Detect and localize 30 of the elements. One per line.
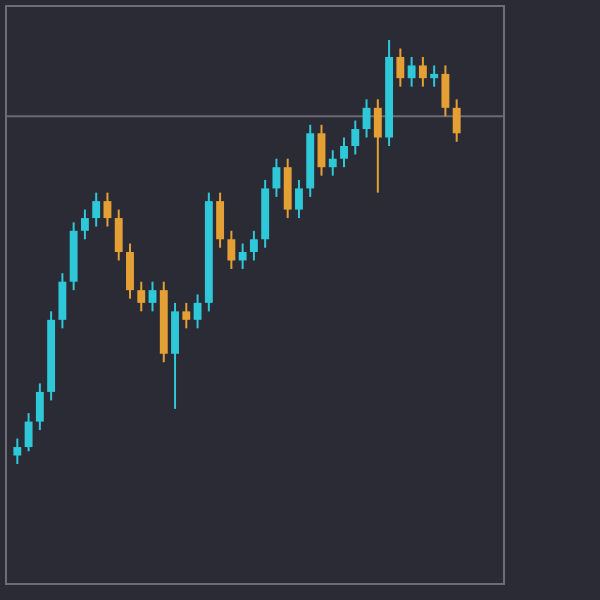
candlestick <box>249 229 258 262</box>
candlestick <box>407 55 416 88</box>
candlestick <box>13 437 22 465</box>
candlestick <box>373 98 382 194</box>
candlestick <box>351 119 360 156</box>
candlestick <box>35 382 44 432</box>
candlestick <box>92 191 101 228</box>
candlestick <box>238 242 247 270</box>
candlestick <box>58 272 67 330</box>
candlestick <box>114 208 123 262</box>
candlestick <box>171 301 179 410</box>
candlestick <box>227 229 236 270</box>
candlestick <box>80 208 89 241</box>
candlestick <box>430 64 439 88</box>
candlestick <box>283 157 292 220</box>
candlestick <box>441 64 450 118</box>
candlestick <box>24 412 33 453</box>
candlestick <box>272 157 281 198</box>
candlestick <box>295 178 303 220</box>
candlestick <box>216 191 225 249</box>
candlestick <box>328 149 337 177</box>
candlestick <box>452 98 461 143</box>
candlestick <box>418 55 427 88</box>
candlestick <box>182 301 191 330</box>
candlestick <box>126 242 134 300</box>
candlestick <box>193 293 202 330</box>
candlestick <box>137 280 146 313</box>
candlestick <box>148 280 157 313</box>
candlestick <box>340 136 348 169</box>
candlestick <box>396 47 405 88</box>
